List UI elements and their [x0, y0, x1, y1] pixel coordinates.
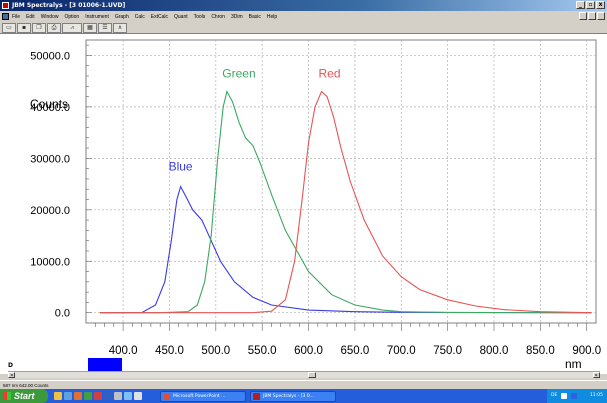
y-axis-label: Counts [30, 97, 68, 111]
series-line-red[interactable] [99, 90, 592, 314]
x-axis-label: nm [565, 357, 582, 371]
word-icon[interactable] [104, 392, 112, 400]
spectrum-chart[interactable]: 50000.0 40000.0 30000.0 20000.0 10000.0 0.0 40… [0, 34, 607, 374]
task-powerpoint[interactable]: Microsoft PowerPoint ... [160, 390, 246, 402]
menu-instrument[interactable]: Instrument [85, 13, 109, 20]
scroll-right-icon[interactable]: ▸ [593, 372, 600, 378]
x-tick-label: 600.0 [294, 345, 323, 357]
chart-area[interactable]: 50000.0 40000.0 30000.0 20000.0 10000.0 0.0 40… [0, 34, 607, 374]
spectrum-icon[interactable]: ⩘ [62, 23, 82, 33]
taskbar: Start Microsoft PowerPoint ... JBM Spect… [0, 389, 607, 403]
x-tick-label: 750.0 [433, 345, 462, 357]
scroll-thumb[interactable] [308, 372, 316, 378]
x-tick-label: 500.0 [201, 345, 230, 357]
spectralys-task-icon [253, 392, 260, 400]
x-tick-label: 450.0 [155, 345, 184, 357]
ie-icon[interactable] [64, 392, 72, 400]
outlook-icon[interactable] [74, 392, 82, 400]
horizontal-scrollbar[interactable]: ◂ ▸ [8, 371, 600, 378]
series-line-blue[interactable] [99, 185, 592, 314]
toolbar: ▭ ▪ ❐ ⎙ ⩘ ▦ ☰ ∧ [0, 22, 607, 34]
menu-help[interactable]: Help [266, 13, 278, 20]
mdi-close-button[interactable] [597, 12, 605, 20]
series-label-red: Red [319, 66, 341, 80]
language-indicator[interactable]: DE [551, 393, 558, 398]
maximize-button[interactable]: ▫ [586, 1, 595, 9]
y-tick-label: 20000.0 [30, 205, 70, 217]
table-icon[interactable]: ☰ [98, 23, 112, 33]
system-tray: DE 11:05 [547, 389, 607, 403]
series-line-green[interactable] [99, 89, 592, 314]
document-icon[interactable] [2, 13, 9, 20]
close-button[interactable]: x [596, 1, 605, 9]
menu-3dim[interactable]: 3Dim [230, 13, 243, 20]
quick-launch [54, 392, 142, 400]
volume-icon[interactable] [571, 393, 578, 399]
series-label-blue: Blue [169, 160, 193, 174]
minimize-button[interactable]: _ [576, 1, 585, 9]
save-icon[interactable]: ▪ [17, 23, 31, 33]
start-button[interactable]: Start [0, 389, 48, 403]
print-icon[interactable]: ⎙ [47, 23, 61, 33]
x-tick-label: 700.0 [387, 345, 416, 357]
app-icon [2, 2, 9, 9]
menu-quant[interactable]: Quant [174, 13, 188, 20]
menu-option[interactable]: Option [64, 13, 80, 20]
y-tick-label: 10000.0 [30, 256, 70, 268]
cursor-color-swatch [88, 358, 122, 371]
d-marker: D [8, 362, 13, 369]
menu-edit[interactable]: Edit [26, 13, 35, 20]
y-tick-label: 0.0 [55, 308, 70, 320]
series-label-green: Green [222, 66, 255, 80]
x-tick-label: 900.0 [572, 345, 601, 357]
menu-calc[interactable]: Calc [134, 13, 145, 20]
start-label: Start [14, 391, 35, 401]
copy-icon[interactable]: ❐ [32, 23, 46, 33]
menu-chron[interactable]: Chron [211, 13, 225, 20]
x-tick-label: 550.0 [248, 345, 277, 357]
y-tick-label: 30000.0 [30, 153, 70, 165]
grid-icon[interactable]: ▦ [83, 23, 97, 33]
scroll-left-icon[interactable]: ◂ [8, 372, 15, 378]
powerpoint-task-icon [163, 392, 170, 400]
plot-frame [85, 39, 597, 324]
x-tick-label: 650.0 [341, 345, 370, 357]
task-spectralys[interactable]: JBM Spectralys - [3 0... [250, 390, 336, 402]
mdi-restore-button[interactable] [588, 12, 596, 20]
menu-graph[interactable]: Graph [114, 13, 129, 20]
mdi-minimize-button[interactable] [579, 12, 587, 20]
status-text: 587 nm 642.00 Counts [3, 383, 49, 388]
calculator-icon[interactable] [134, 392, 142, 400]
menu-file[interactable]: File [12, 13, 21, 20]
menu-bar: File Edit Window Option Instrument Graph… [0, 11, 607, 22]
window-title: JBM Spectralys - [3 01006-1.UVD] [12, 2, 126, 9]
x-tick-label: 400.0 [109, 345, 138, 357]
title-bar[interactable]: JBM Spectralys - [3 01006-1.UVD] _ ▫ x [0, 0, 607, 11]
open-icon[interactable]: ▭ [2, 23, 16, 33]
task-powerpoint-label: Microsoft PowerPoint ... [173, 393, 226, 399]
menu-tools[interactable]: Tools [193, 13, 206, 20]
menu-extcalc[interactable]: ExtCalc [150, 13, 168, 20]
y-tick-label: 40000.0 [30, 102, 70, 114]
menu-basic[interactable]: Basic [248, 13, 261, 20]
desktop-icon[interactable] [114, 392, 122, 400]
excel-icon[interactable] [84, 392, 92, 400]
media-icon[interactable] [124, 392, 132, 400]
x-tick-label: 850.0 [526, 345, 555, 357]
powerpoint-icon[interactable] [94, 392, 102, 400]
y-tick-label: 50000.0 [30, 50, 70, 62]
windows-flag-icon [3, 392, 11, 400]
clock: 11:05 [590, 393, 603, 398]
network-icon[interactable] [561, 393, 568, 399]
status-bar: 587 nm 642.00 Counts [0, 380, 607, 389]
explorer-icon[interactable] [54, 392, 62, 400]
peak-icon[interactable]: ∧ [113, 23, 127, 33]
task-spectralys-label: JBM Spectralys - [3 0... [263, 393, 315, 399]
menu-window[interactable]: Window [40, 13, 59, 20]
x-tick-label: 800.0 [480, 345, 509, 357]
